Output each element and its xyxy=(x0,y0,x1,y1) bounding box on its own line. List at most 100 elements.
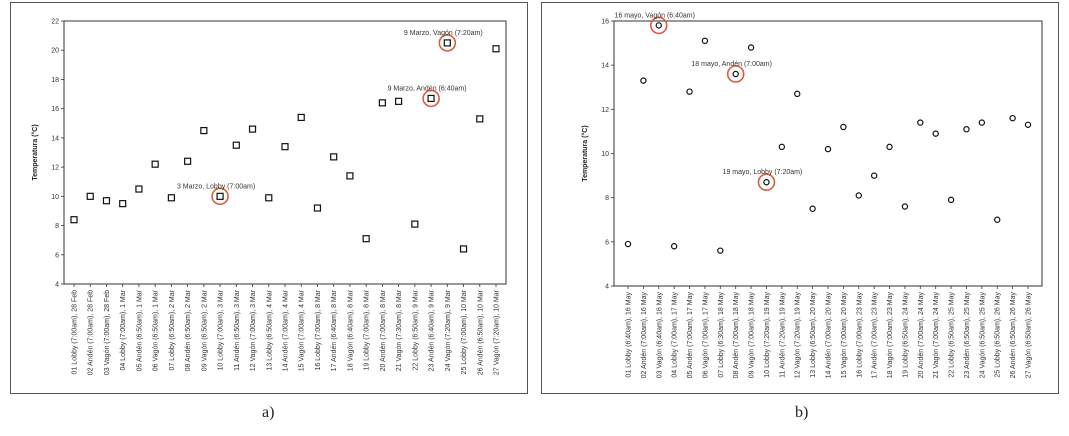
data-point xyxy=(167,194,175,202)
plot-frame xyxy=(613,20,1043,287)
x-tick-label: 04 Lobby (7:00am), 1 Mar xyxy=(120,289,127,370)
annotation-label: 9 Marzo, Andén (6:40am) xyxy=(388,85,467,92)
annotation-label: 16 mayo, Vagón (6:40am) xyxy=(615,12,695,19)
data-point xyxy=(778,143,786,151)
y-tick-label: 22 xyxy=(51,19,59,26)
annotation-label: 9 Marzo, Vagón (7:20am) xyxy=(404,30,483,37)
data-point xyxy=(395,97,403,105)
chart-panel-b: 4 6 8 10 12 14 16 Temperatura (°C) 01 Lobby (6:4… xyxy=(541,2,1059,394)
y-tick-label: 18 xyxy=(51,77,59,84)
x-tick-label: 09 Vagón (6:50am), 2 Mar xyxy=(201,289,208,371)
x-tick-label: 10 Lobby (7:20am), 19 May xyxy=(764,292,771,378)
data-point xyxy=(624,240,632,248)
x-tick-label: 23 Andén (6:50am), 25 May xyxy=(964,292,971,379)
data-point xyxy=(994,216,1001,223)
y-tick-label: 6 xyxy=(605,239,609,246)
y-tick-label: 4 xyxy=(55,282,59,289)
data-point xyxy=(932,130,939,137)
x-tick-label: 04 Lobby (7:00am), 17 May xyxy=(672,292,679,378)
data-point xyxy=(640,77,647,84)
y-tick-label: 6 xyxy=(55,252,59,259)
x-tick-label: 06 Vagón (6:50am), 1 Mar xyxy=(153,289,160,371)
x-tick-label: 19 Lobby (6:50am), 24 May xyxy=(902,292,909,378)
x-tick-label: 18 Vagón (6:40am), 8 Mar xyxy=(347,289,354,371)
y-tick-label: 14 xyxy=(51,135,59,142)
data-point xyxy=(963,126,970,133)
x-tick-label: 16 Lobby (7:00am), 23 May xyxy=(856,292,863,378)
x-tick-label: 07 Lobby (6:50am), 2 Mar xyxy=(169,289,176,370)
data-point xyxy=(476,115,484,123)
annotation-label: 18 mayo, Andén (7:00am) xyxy=(691,61,772,68)
data-point xyxy=(151,160,159,168)
data-point xyxy=(1024,121,1032,128)
y-tick-label: 12 xyxy=(51,165,59,172)
x-tick-label: 03 Vagón (7:00am), 28 Feb xyxy=(104,290,111,375)
x-tick-label: 19 Lobby (7:00am), 8 Mar xyxy=(364,289,371,370)
x-tick-label: 22 Lobby (6:50am), 25 May xyxy=(949,292,956,378)
x-tick-label: 01 Lobby (6:40am), 16 May xyxy=(626,292,633,378)
data-point xyxy=(427,94,435,103)
data-point xyxy=(184,157,192,165)
y-tick-label: 8 xyxy=(605,195,609,202)
data-point xyxy=(248,125,257,133)
x-tick-label: 26 Andén (6:50am), 26 May xyxy=(1010,292,1017,379)
x-tick-label: 12 Vagón (7:20am), 19 May xyxy=(795,292,802,379)
data-point xyxy=(747,44,755,51)
x-tick-label: 20 Andén (7:00am), 8 Mar xyxy=(380,289,387,371)
y-tick-label: 16 xyxy=(601,19,609,26)
x-tick-label: 02 Andén (7:00am), 28 Feb xyxy=(88,290,95,375)
x-tick-label: 08 Andén (6:50am), 2 Mar xyxy=(185,289,192,371)
x-tick-label: 25 Lobby (6:50am), 26 May xyxy=(995,292,1002,378)
data-point xyxy=(297,113,305,122)
x-tick-label: 21 Vagón (7:30am), 8 Mar xyxy=(396,289,403,371)
data-point xyxy=(313,204,322,212)
data-point xyxy=(265,194,273,202)
highlight-circle xyxy=(726,65,745,83)
data-point xyxy=(330,153,338,161)
plot-frame xyxy=(63,20,507,285)
y-tick-label: 8 xyxy=(55,223,59,230)
x-tick-label: 07 Lobby (6:30am), 18 May xyxy=(718,292,725,378)
x-tick-label: 17 Andén (7:00am), 23 May xyxy=(872,292,879,379)
y-tick-label: 4 xyxy=(605,284,609,291)
highlight-circle xyxy=(757,173,776,192)
x-tick-label: 24 Vagón (7:20am), 9 Mar xyxy=(445,289,452,371)
x-tick-label: 26 Andén (6:50am), 10 Mar xyxy=(477,289,484,375)
data-point xyxy=(443,39,451,47)
x-tick-label: 27 Vagón (6:50am), 26 May xyxy=(1026,292,1033,379)
data-point xyxy=(70,216,78,224)
x-tick-label: 08 Andén (7:00am), 18 May xyxy=(733,292,740,379)
data-point xyxy=(824,145,832,153)
x-tick-label: 20 Andén (7:00am), 24 May xyxy=(918,292,925,379)
x-tick-label: 05 Andén (6:50am), 1 Mar xyxy=(136,289,143,371)
data-point xyxy=(216,192,224,200)
data-point xyxy=(1009,114,1016,122)
highlight-circle xyxy=(422,89,440,108)
x-tick-label: 13 Lobby (6:50am), 20 May xyxy=(810,292,817,378)
caption-a: a) xyxy=(262,404,275,421)
data-point xyxy=(232,141,240,149)
x-tick-label: 10 Lobby (7:00am), 3 Mar xyxy=(218,289,225,370)
data-point xyxy=(794,90,801,98)
x-tick-label: 23 Andén (6:40am), 9 Mar xyxy=(429,289,436,371)
x-tick-label: 11 Andén (6:50am), 3 Mar xyxy=(234,289,241,370)
data-point xyxy=(492,45,500,53)
annotation-label: 3 Marzo, Lobby (7:00am) xyxy=(177,183,255,190)
data-point xyxy=(917,119,924,126)
data-point xyxy=(978,119,986,126)
data-point xyxy=(378,99,386,107)
highlight-circle xyxy=(438,34,457,52)
data-point xyxy=(886,143,893,151)
data-point xyxy=(701,37,709,45)
data-point xyxy=(135,185,143,193)
x-tick-label: 06 Vagón (7:00am), 17 May xyxy=(702,292,709,379)
x-tick-label: 15 Vagón (7:00am), 4 Mar xyxy=(299,289,306,371)
x-tick-label: 02 Andén (7:00am), 16 May xyxy=(641,292,648,379)
y-tick-label: 10 xyxy=(51,194,59,201)
data-point xyxy=(717,247,724,254)
data-point xyxy=(670,243,678,250)
data-point xyxy=(655,22,662,29)
x-tick-label: 14 Andén (7:00am), 20 May xyxy=(826,292,833,379)
data-point xyxy=(763,179,770,186)
annotation-label: 19 mayo, Lobby (7:20am) xyxy=(723,169,803,176)
